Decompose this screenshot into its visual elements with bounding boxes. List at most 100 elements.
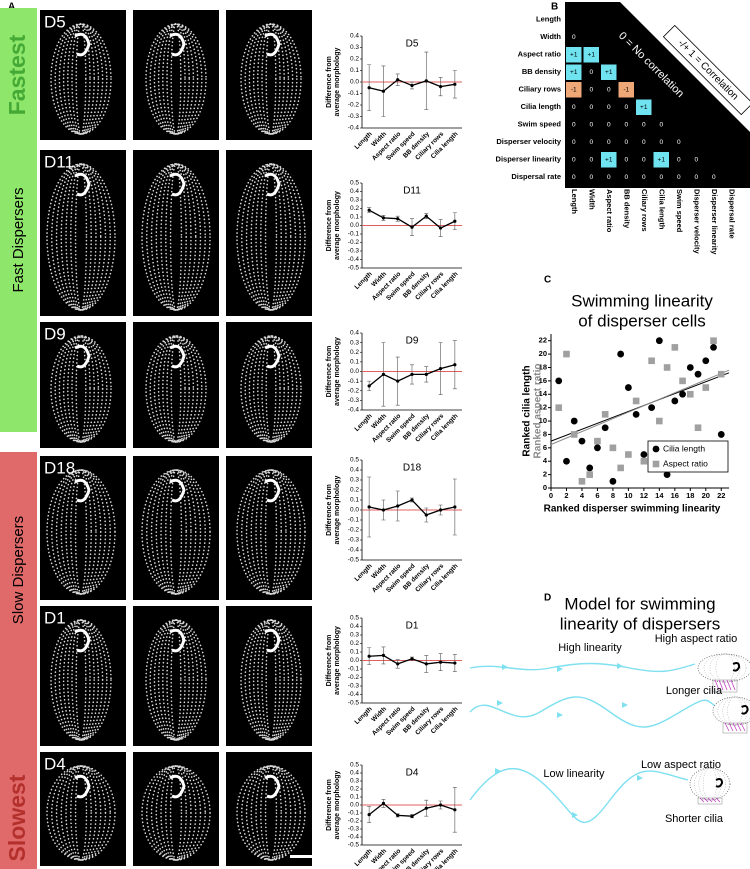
y-axis-label: Difference from	[326, 56, 333, 108]
cell-row	[727, 696, 743, 726]
cilium	[740, 722, 746, 732]
ciliary-row	[264, 163, 278, 311]
group-band	[0, 8, 37, 432]
data-point	[396, 662, 400, 666]
oral-apparatus	[74, 774, 91, 799]
y-tick-label: -0.4	[348, 407, 360, 414]
oral-apparatus	[74, 172, 91, 197]
y-tick-label: 0.1	[350, 794, 359, 801]
cell-row	[694, 767, 726, 801]
data-point	[632, 410, 640, 418]
y-tick-label: 0.4	[350, 467, 359, 474]
y-tick-label: 22	[539, 336, 547, 345]
y-tick-label: -0.3	[348, 537, 360, 544]
x-tick-label: Length	[353, 413, 373, 433]
column-label: Disperser velocity	[692, 189, 701, 254]
x-tick-label: 18	[686, 491, 694, 500]
row-label: BB density	[522, 67, 562, 76]
oral-apparatus	[264, 774, 281, 799]
cell-label: +1	[605, 69, 613, 76]
y-tick-label: 10	[539, 416, 547, 425]
data-point	[367, 86, 371, 90]
cell-label: 0	[572, 34, 576, 41]
panel-label: A	[8, 2, 15, 13]
data-point	[617, 350, 625, 358]
data-point	[438, 803, 443, 807]
cell-label: 0	[642, 156, 646, 163]
oral-apparatus	[74, 628, 91, 653]
y-tick-label: -0.1	[348, 231, 360, 238]
matrix-cell	[566, 99, 582, 115]
x-tick-label: 12	[640, 491, 648, 500]
oral-apparatus	[169, 774, 186, 799]
matrix-cell	[636, 152, 652, 168]
fit-line	[550, 369, 730, 445]
cell-label: 0	[607, 139, 611, 146]
data-point	[367, 505, 371, 509]
data-point	[396, 379, 400, 383]
cell-label: +1	[570, 69, 578, 76]
data-point	[453, 661, 457, 665]
matrix-cell	[583, 99, 599, 115]
cilium	[714, 679, 720, 691]
micrograph	[40, 150, 126, 316]
cilia-box	[722, 722, 748, 734]
y-axis-label: Difference from	[326, 200, 333, 252]
data-point	[453, 363, 457, 367]
micrograph	[226, 752, 312, 866]
path-arrow	[617, 663, 623, 669]
y-tick-label: -0.2	[348, 102, 360, 109]
ciliary-row	[264, 765, 278, 861]
data-point	[453, 505, 457, 509]
matrix-cell	[583, 117, 599, 133]
y-tick-label: 0.3	[350, 477, 359, 484]
model-title: linearity of dispersers	[560, 614, 721, 633]
data-point	[410, 814, 414, 818]
y-axis-label: average morphology	[334, 337, 341, 406]
data-point	[624, 384, 632, 391]
data-point	[410, 372, 414, 376]
ciliary-row	[256, 335, 285, 443]
y-axis-label: Ranked aspect ratio	[533, 363, 544, 458]
oral-apparatus	[732, 662, 741, 672]
data-point	[717, 370, 725, 378]
cell-label: D18	[44, 458, 75, 477]
matrix-cell	[566, 152, 582, 168]
y-axis-label: Difference from	[326, 484, 333, 536]
oral-apparatus	[74, 344, 91, 369]
y-tick-label: -0.3	[348, 826, 360, 833]
y-tick-label: -0.4	[348, 691, 360, 698]
legend-box	[647, 440, 729, 473]
group-band	[0, 452, 37, 869]
y-tick-label: -0.2	[348, 239, 360, 246]
matrix-cell	[636, 99, 652, 115]
data-point	[655, 337, 663, 345]
oral-apparatus	[264, 172, 281, 197]
ciliary-row	[236, 163, 306, 311]
oral-apparatus	[264, 478, 281, 503]
matrix-cell	[636, 169, 652, 185]
matrix-cell	[583, 82, 599, 98]
model-label: Shorter cilia	[665, 813, 724, 825]
x-tick-label: Length	[353, 131, 373, 151]
y-tick-label: -0.5	[348, 700, 360, 707]
data-point	[663, 364, 671, 371]
y-tick-label: 0.5	[350, 180, 359, 187]
matrix-cell	[601, 134, 617, 150]
cell-label: 0	[572, 174, 576, 181]
y-tick-label: -0.5	[348, 842, 360, 849]
data-point	[648, 404, 656, 412]
legend-marker	[652, 445, 660, 453]
matrix-cell	[601, 82, 617, 98]
y-tick-label: 8	[543, 429, 547, 438]
path-arrow	[557, 712, 563, 718]
cell-row	[702, 767, 718, 801]
data-point	[410, 498, 414, 502]
oral-apparatus	[264, 32, 281, 57]
cilium	[722, 679, 728, 691]
cell-label: 0	[659, 174, 663, 181]
data-point	[424, 513, 428, 517]
y-tick-label: 20	[539, 349, 547, 358]
data-point	[453, 808, 457, 812]
data-point	[679, 390, 686, 398]
